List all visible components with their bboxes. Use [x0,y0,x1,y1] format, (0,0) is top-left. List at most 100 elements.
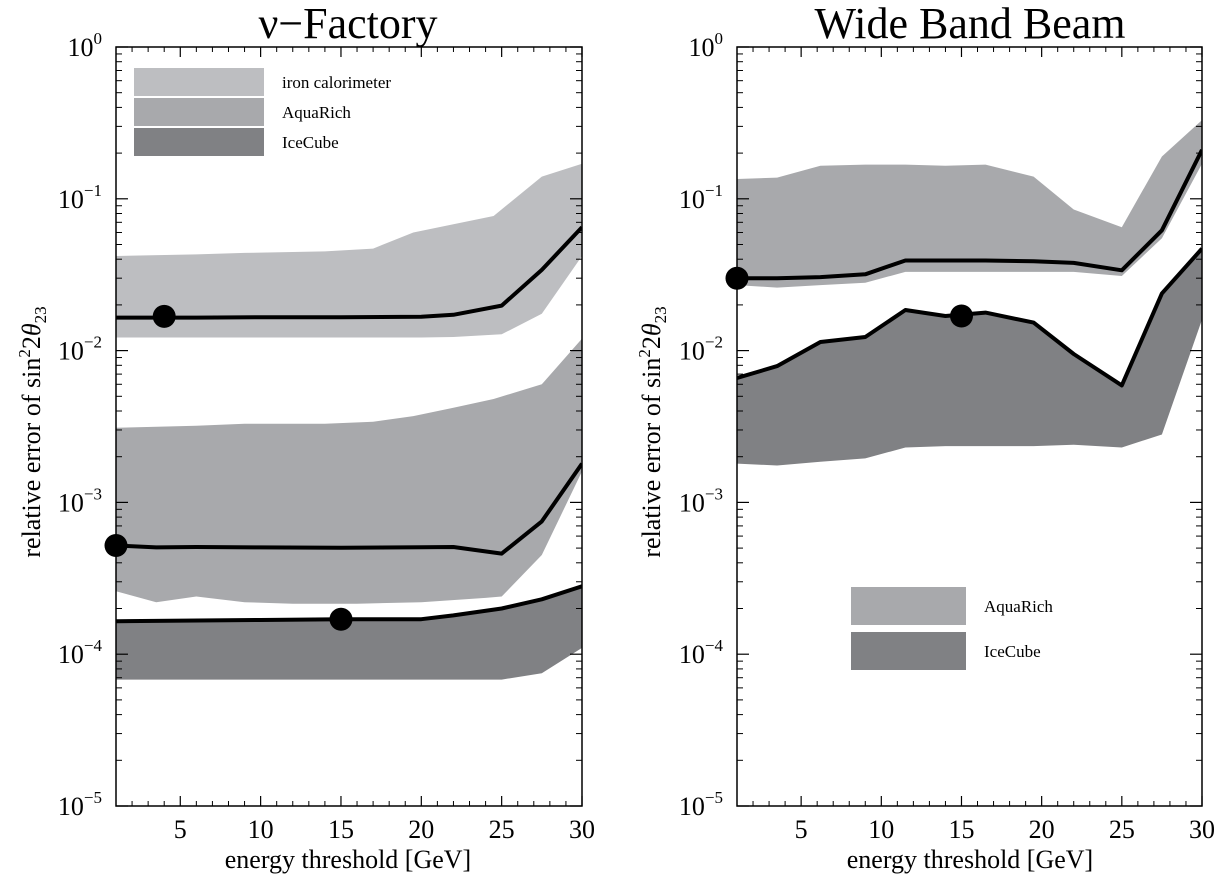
legend-label-icecube: IceCube [984,642,1041,661]
y-axis-label-text: relative error of sin [17,358,46,558]
y-tick-exponent: −5 [84,788,102,807]
y-tick-base: 10 [679,792,705,821]
y-tick-label: 10−3 [679,484,723,517]
x-tick-label: 15 [328,815,354,844]
y-tick-exponent: −4 [84,636,103,655]
y-tick-base: 10 [58,185,84,214]
panel-title: ν−Factory [258,0,437,48]
y-tick-label: 100 [689,29,724,62]
x-axis-label: energy threshold [GeV] [225,845,471,874]
y-tick-label: 10−4 [58,636,103,669]
y-tick-exponent: −3 [84,484,102,503]
x-tick-label: 5 [795,815,808,844]
y-tick-label: 100 [68,29,103,62]
band-icecube [116,586,582,680]
y-axis-label: relative error of sin22θ23 [635,306,670,557]
y-tick-base: 10 [689,33,715,62]
y-tick-exponent: −3 [705,484,723,503]
y-tick-base: 10 [58,792,84,821]
y-tick-base: 10 [679,337,705,366]
markers [104,304,353,631]
x-tick-label: 25 [1109,815,1135,844]
central-line-aquarich [737,149,1202,281]
legend-label-iron-calorimeter: iron calorimeter [282,73,391,92]
x-tick-label: 25 [489,815,515,844]
y-tick-base: 10 [58,488,84,517]
x-tick-label: 30 [1189,815,1215,844]
marker-iron-calorimeter [152,304,176,328]
x-tick-label: 30 [569,815,595,844]
y-tick-base: 10 [679,185,705,214]
x-tick-label: 10 [868,815,894,844]
y-tick-exponent: 0 [715,29,724,48]
y-axis-label-sup: 2 [15,349,34,358]
y-tick-base: 10 [58,640,84,669]
x-tick-label: 10 [248,815,274,844]
x-tick-label: 20 [1029,815,1055,844]
y-tick-label: 10−2 [58,333,102,366]
y-tick-exponent: −1 [84,181,102,200]
legend-swatch-icecube [134,128,264,156]
y-axis-label-sup: 2 [635,349,654,358]
y-tick-base: 10 [679,640,705,669]
axes [115,46,583,807]
y-axis-label-text-2: 2 [17,336,46,349]
legend-swatch-aquarich [851,587,966,625]
y-tick-exponent: −4 [705,636,724,655]
x-tick-label: 15 [948,815,974,844]
central-lines [116,225,582,624]
plot-frame [115,46,583,807]
plot-frame [736,46,1203,807]
legend-label-aquarich: AquaRich [984,597,1053,616]
y-tick-label: 10−1 [679,181,723,214]
y-tick-base: 10 [58,337,84,366]
legend-label-icecube: IceCube [282,133,339,152]
y-axis-label-theta: θ [17,323,46,336]
y-tick-label: 10−1 [58,181,102,214]
y-tick-label: 10−3 [58,484,102,517]
y-tick-exponent: −2 [705,333,723,352]
central-line-aquarich [116,462,582,556]
y-axis-label-sub: 23 [651,306,670,323]
panel-nu-factory: ν−Factory iron calorimeter AquaRich IceCub… [15,0,595,874]
band-aquarich [116,338,582,604]
y-tick-exponent: −1 [705,181,723,200]
bands [737,120,1202,466]
axes [736,46,1203,807]
y-axis-label-text: relative error of sin [637,358,666,558]
y-axis-label: relative error of sin22θ23 [15,306,50,557]
band-aquarich [737,120,1202,288]
y-tick-exponent: −5 [705,788,723,807]
x-tick-label: 20 [408,815,434,844]
central-line-iron-calorimeter [116,225,582,320]
y-axis-label-theta: θ [637,323,666,336]
legend-swatch-icecube [851,632,966,670]
y-tick-label: 10−2 [679,333,723,366]
y-tick-exponent: −2 [84,333,102,352]
band-icecube [737,248,1202,466]
legend-swatch-iron-calorimeter [134,68,264,96]
marker-icecube [950,304,973,328]
y-axis-label-sub: 23 [31,306,50,323]
y-tick-label: 10−4 [679,636,724,669]
legend: AquaRich IceCube [851,587,1053,670]
y-axis-label-text-2: 2 [637,336,666,349]
bands [116,163,582,680]
central-line-icecube [116,584,582,624]
panel-title: Wide Band Beam [814,0,1125,48]
x-axis-label: energy threshold [GeV] [847,845,1093,874]
y-tick-label: 10−5 [58,788,102,821]
marker-icecube [329,607,353,631]
y-tick-exponent: 0 [94,29,103,48]
legend: iron calorimeter AquaRich IceCube [134,68,391,156]
legend-label-aquarich: AquaRich [282,103,351,122]
legend-swatch-aquarich [134,98,264,126]
y-tick-base: 10 [679,488,705,517]
band-iron-calorimeter [116,163,582,338]
y-tick-label: 10−5 [679,788,723,821]
